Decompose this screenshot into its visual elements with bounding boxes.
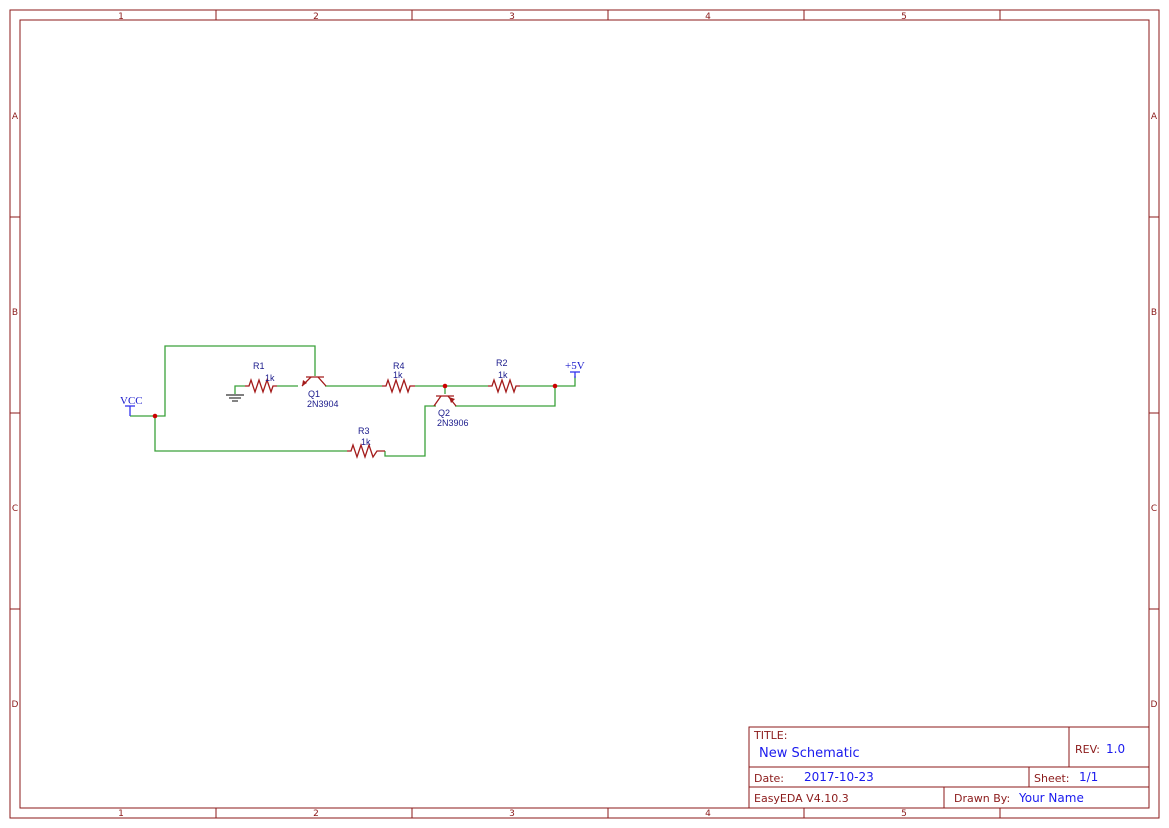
r1-value: 1k <box>265 373 275 383</box>
row-label-right: B <box>1151 308 1157 318</box>
vcc-symbol[interactable]: VCC <box>120 395 143 416</box>
r2-ref: R2 <box>496 358 508 368</box>
ground-icon[interactable] <box>226 394 244 402</box>
junction-dot <box>152 413 158 419</box>
col-label-top: 3 <box>509 12 515 22</box>
sheet-value: 1/1 <box>1079 770 1098 784</box>
sheet-label: Sheet: <box>1034 772 1070 785</box>
q2-ref: Q2 <box>438 408 450 418</box>
rev-value: 1.0 <box>1106 742 1125 756</box>
wire[interactable] <box>234 385 245 394</box>
row-label-right: C <box>1151 504 1157 514</box>
col-label-bottom: 2 <box>313 809 319 819</box>
drawn-by-label: Drawn By: <box>954 792 1010 805</box>
wires <box>130 345 576 457</box>
col-label-top: 2 <box>313 12 319 22</box>
col-label-bottom: 5 <box>901 809 907 819</box>
junction-dot <box>442 383 448 389</box>
date-label: Date: <box>754 772 784 785</box>
drawn-by-value: Your Name <box>1018 791 1084 805</box>
wire[interactable] <box>130 345 316 417</box>
resistor-r1[interactable]: R1 1k <box>245 361 277 395</box>
resistor-r2[interactable]: R2 1k <box>488 358 520 395</box>
date-value: 2017-10-23 <box>804 770 874 784</box>
resistor-r4[interactable]: R4 1k <box>382 361 415 395</box>
r2-value: 1k <box>498 370 508 380</box>
transistor-q1[interactable]: Q1 2N3904 <box>301 376 339 409</box>
r4-ref: R4 <box>393 361 405 371</box>
col-label-top: 5 <box>901 12 907 22</box>
row-label-right: A <box>1151 112 1158 122</box>
plus5v-symbol[interactable]: +5V <box>565 360 585 378</box>
q2-value: 2N3906 <box>437 418 469 428</box>
sheet-frame <box>9 9 1160 819</box>
wire[interactable] <box>455 386 556 407</box>
row-label-left: C <box>12 504 18 514</box>
r1-ref: R1 <box>253 361 265 371</box>
row-label-left: B <box>12 308 18 318</box>
q1-ref: Q1 <box>308 389 320 399</box>
frame-labels: 1 2 3 4 5 1 2 3 4 5 A B C D A B C D <box>12 12 1158 819</box>
title-label: TITLE: <box>753 729 787 742</box>
col-label-top: 1 <box>118 12 124 22</box>
r3-value: 1k <box>361 437 371 447</box>
title-value: New Schematic <box>759 746 860 761</box>
wire[interactable] <box>520 376 576 387</box>
row-label-right: D <box>1151 700 1158 710</box>
title-block: TITLE: New Schematic REV: 1.0 Date: 2017… <box>748 726 1150 809</box>
wire[interactable] <box>384 405 436 457</box>
rev-label: REV: <box>1075 743 1100 756</box>
col-label-bottom: 1 <box>118 809 124 819</box>
row-label-left: A <box>12 112 19 122</box>
wire[interactable] <box>154 416 347 452</box>
software-label: EasyEDA V4.10.3 <box>754 792 849 805</box>
r4-value: 1k <box>393 370 403 380</box>
col-label-top: 4 <box>705 12 711 22</box>
vcc-label: VCC <box>120 395 143 407</box>
resistor-r3[interactable]: R3 1k <box>347 426 385 460</box>
row-label-left: D <box>12 700 19 710</box>
transistor-q2[interactable]: Q2 2N3906 <box>433 395 469 428</box>
col-label-bottom: 4 <box>705 809 711 819</box>
plus5v-label: +5V <box>565 360 585 372</box>
junction-dot <box>552 383 558 389</box>
col-label-bottom: 3 <box>509 809 515 819</box>
q1-value: 2N3904 <box>307 399 339 409</box>
r3-ref: R3 <box>358 426 370 436</box>
